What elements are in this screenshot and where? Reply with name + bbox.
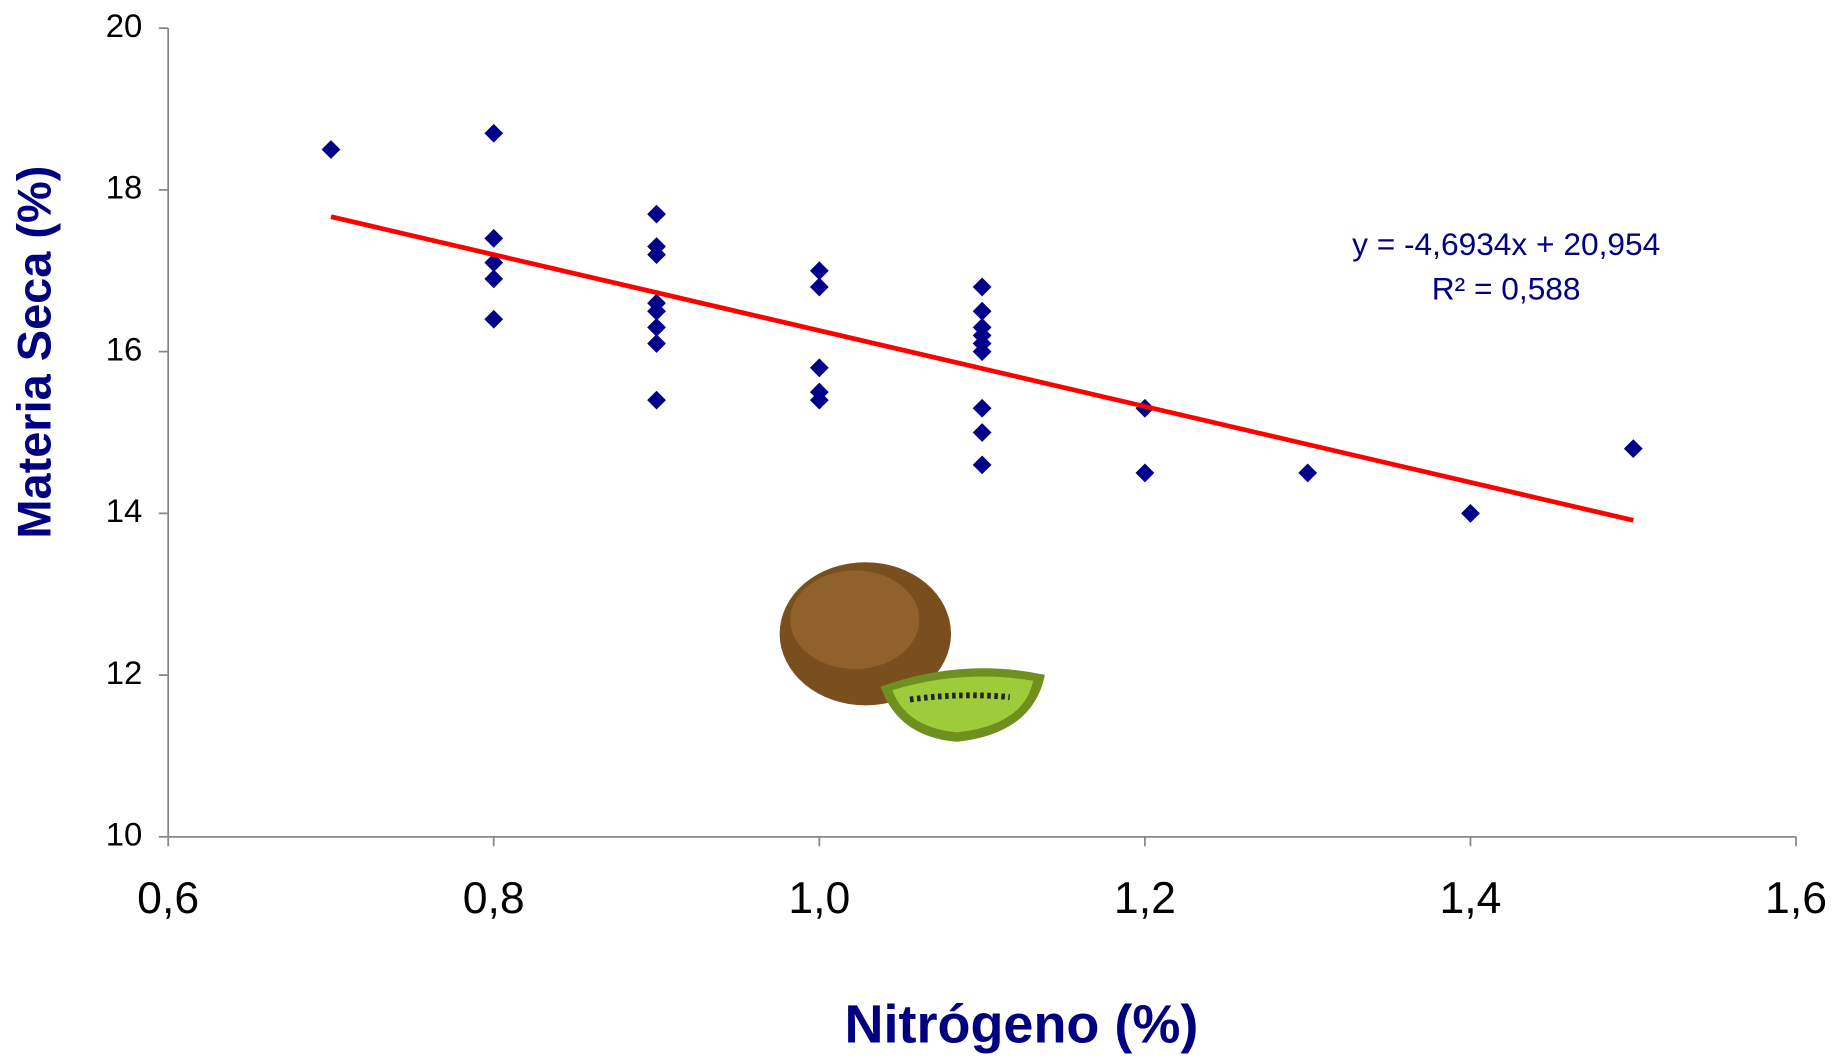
data-point <box>484 123 504 143</box>
x-tick-label: 1,4 <box>1439 874 1501 923</box>
data-point <box>647 204 666 224</box>
trend-equation: y = -4,6934x + 20,954 <box>1352 226 1660 262</box>
data-point <box>972 301 992 321</box>
data-point <box>484 309 504 329</box>
data-point <box>1135 463 1155 483</box>
data-point <box>972 455 992 475</box>
kiwi-flesh <box>892 676 1034 733</box>
y-tick-label: 14 <box>106 492 143 529</box>
data-point <box>972 277 992 297</box>
data-point <box>321 140 341 159</box>
data-point <box>1623 439 1643 459</box>
data-point <box>647 301 666 321</box>
y-tick-label: 10 <box>106 816 143 853</box>
data-point <box>809 390 829 410</box>
y-tick-label: 12 <box>106 654 143 691</box>
data-point <box>809 277 829 297</box>
data-point <box>972 342 992 362</box>
x-axis-label: Nitrógeno (%) <box>845 994 1199 1054</box>
y-tick-label: 20 <box>106 7 143 44</box>
kiwi-seeds <box>909 692 1010 703</box>
y-axis-label: Materia Seca (%) <box>8 166 60 539</box>
x-tick-label: 1,6 <box>1765 874 1827 923</box>
kiwi-highlight <box>790 570 920 669</box>
data-point <box>647 390 666 410</box>
data-point <box>809 358 829 378</box>
y-tick-label: 16 <box>106 330 143 367</box>
y-tick-label: 18 <box>106 169 143 206</box>
data-point <box>647 334 666 353</box>
trend-line <box>330 214 1634 523</box>
data-point <box>647 317 666 337</box>
x-tick-label: 0,6 <box>137 874 199 923</box>
x-tick-label: 1,0 <box>788 874 850 923</box>
trend-r2: R² = 0,588 <box>1432 270 1581 306</box>
data-point <box>484 229 504 248</box>
data-point <box>484 269 504 289</box>
x-tick-label: 0,8 <box>463 874 525 923</box>
data-point <box>809 261 829 281</box>
data-point <box>647 245 666 264</box>
data-point <box>972 398 992 418</box>
data-point <box>972 423 992 442</box>
kiwi-illustration <box>779 562 1045 742</box>
data-point <box>1298 463 1318 483</box>
data-point <box>1461 503 1480 523</box>
x-tick-label: 1,2 <box>1114 874 1176 923</box>
